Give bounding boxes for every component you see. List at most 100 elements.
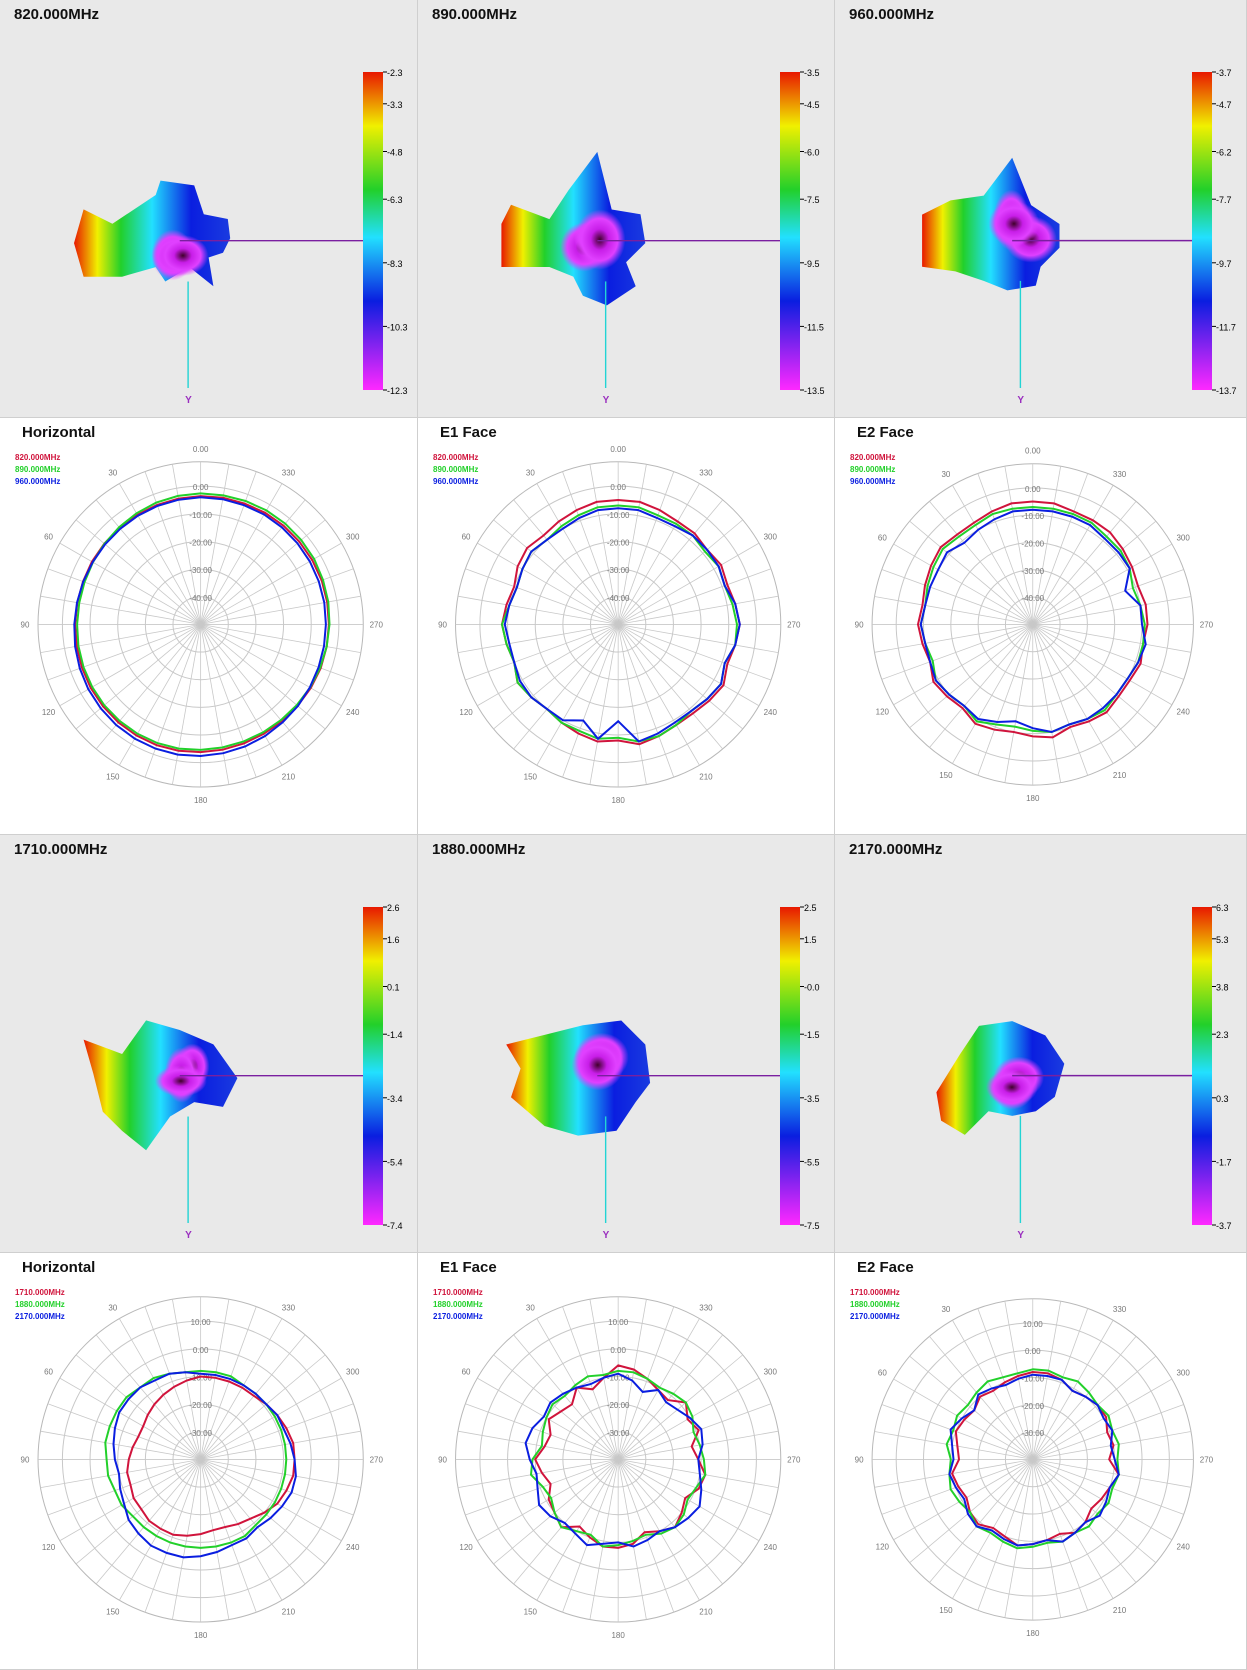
angle-label: 30 (526, 468, 535, 477)
series-trace (948, 1373, 1120, 1547)
ring-label: -30.00 (607, 566, 630, 575)
colorbar-tick-label: -12.3 (387, 386, 408, 396)
ring-label: -20.00 (607, 1401, 630, 1410)
angle-label: 180 (1026, 794, 1040, 803)
angle-label: 330 (282, 468, 296, 477)
pattern-3d-null-region (154, 1065, 207, 1097)
angle-label: 60 (44, 533, 53, 542)
pattern-3d-null-region (571, 1039, 624, 1091)
colorbar-tick-label: -8.3 (387, 259, 403, 269)
polar-plot: 0.00 -10.00 -20.00 -30.00 -40.00 0.00 30 60 90 12… (855, 447, 1214, 803)
ring-label: -10.00 (607, 511, 630, 520)
polar-title: Horizontal (22, 1259, 96, 1276)
colorbar-tick-label: -6.2 (1216, 148, 1232, 158)
angle-label: 120 (42, 1543, 56, 1552)
colorbar-tick-label: 2.5 (804, 903, 817, 913)
polar-title: E1 Face (440, 424, 497, 441)
angle-label: 300 (764, 1368, 778, 1377)
polar-title: E2 Face (857, 1259, 914, 1276)
series-trace (534, 1364, 707, 1549)
angle-label: 270 (787, 620, 801, 629)
pattern-3d-panel: 1880.000MHz Y 2.5 1.5 -0.0 -1.5 -3.5 -5.5 -7.5 (418, 835, 835, 1253)
polar-plot: 10.00 0.00 -10.00 -20.00 -30.00 30 60 90 120 150 1… (855, 1298, 1214, 1638)
colorbar-tick-label: -3.3 (387, 100, 403, 110)
y-axis-label: Y (1017, 395, 1024, 406)
series-trace (112, 1371, 297, 1559)
angle-label: 90 (438, 620, 447, 629)
angle-label: 270 (370, 620, 384, 629)
angle-label: 180 (194, 1631, 208, 1640)
colorbar-tick-label: -3.4 (387, 1094, 403, 1104)
pattern-3d-canvas: Y -3.7 -4.7 -6.2 -7.7 -9.7 -11.7 -13.7 (922, 68, 1237, 406)
colorbar-tick-label: 3.8 (1216, 983, 1229, 993)
legend-entry: 1710.000MHz (850, 1288, 900, 1297)
pattern-3d-null-region (988, 201, 1040, 247)
polar-panel: E1 Face 1710.000MHz 1880.000MHz 2170.000MHz… (418, 1253, 835, 1670)
ring-label: -10.00 (1021, 1374, 1044, 1383)
ring-label: 0.00 (193, 483, 209, 492)
ring-label: -20.00 (1021, 539, 1044, 548)
colorbar-tick-label: -7.4 (387, 1221, 403, 1231)
angle-label: 90 (855, 1455, 864, 1464)
angle-label: 210 (699, 773, 713, 782)
colorbar (363, 72, 383, 390)
colorbar-tick-label: -7.7 (1216, 195, 1232, 205)
ring-label: -20.00 (189, 1401, 212, 1410)
angle-label: 180 (611, 1631, 625, 1640)
legend: 1710.000MHz 1880.000MHz 2170.000MHz (15, 1287, 65, 1323)
ring-label: 10.00 (1023, 1320, 1044, 1329)
angle-label: 90 (855, 620, 864, 629)
angle-label: 150 (524, 1608, 538, 1617)
panel-title: 1880.000MHz (432, 841, 526, 858)
colorbar-tick-label: -5.4 (387, 1157, 403, 1167)
panel-title: 1710.000MHz (14, 841, 108, 858)
pattern-3d-canvas: Y -2.3 -3.3 -4.8 -6.3 -8.3 -10.3 -12.3 (74, 68, 408, 406)
angle-label: 60 (462, 1368, 471, 1377)
ring-label: 0.00 (610, 1346, 626, 1355)
colorbar-tick-label: -1.4 (387, 1030, 403, 1040)
polar-plot: 10.00 0.00 -10.00 -20.00 -30.00 30 60 90 120 150 1… (438, 1296, 801, 1640)
angle-label: 180 (194, 796, 208, 805)
pattern-3d-panel: 960.000MHz Y -3.7 -4.7 -6.2 -7.7 -9.7 -11.7 -13.… (835, 0, 1247, 418)
series-trace (104, 1369, 288, 1549)
ring-label: 0.00 (1025, 485, 1041, 494)
series-trace (529, 1369, 707, 1548)
colorbar-tick-label: -4.8 (387, 148, 403, 158)
angle-label: 0.00 (193, 445, 209, 454)
colorbar-tick-label: -9.5 (804, 259, 820, 269)
ring-label: -30.00 (1021, 1429, 1044, 1438)
colorbar-tick-label: 5.3 (1216, 935, 1229, 945)
angle-label: 240 (346, 1543, 360, 1552)
legend-entry: 2170.000MHz (15, 1312, 65, 1321)
series-trace (945, 1368, 1120, 1550)
ring-label: -20.00 (1021, 1402, 1044, 1411)
angle-label: 120 (42, 708, 56, 717)
colorbar (363, 907, 383, 1225)
angle-label: 210 (1113, 1606, 1127, 1615)
legend: 820.000MHz 890.000MHz 960.000MHz (15, 452, 60, 488)
colorbar-tick-label: -1.7 (1216, 1157, 1232, 1167)
legend-entry: 820.000MHz (433, 453, 479, 462)
legend: 1710.000MHz 1880.000MHz 2170.000MHz (850, 1287, 900, 1323)
pattern-3d-null-region (574, 209, 626, 270)
pattern-3d-panel: 2170.000MHz Y 6.3 5.3 3.8 2.3 0.3 -1.7 -3.7 (835, 835, 1247, 1253)
colorbar-tick-label: -1.5 (804, 1030, 820, 1040)
angle-label: 240 (1176, 707, 1190, 716)
polar-plot: 10.00 0.00 -10.00 -20.00 -30.00 30 60 90 120 150 1… (21, 1296, 384, 1640)
colorbar-tick-label: -13.7 (1216, 386, 1237, 396)
angle-label: 270 (370, 1455, 384, 1464)
colorbar-tick-label: -3.5 (804, 1094, 820, 1104)
ring-label: -30.00 (607, 1429, 630, 1438)
panel-title: 960.000MHz (849, 6, 935, 23)
panel-title: 2170.000MHz (849, 841, 943, 858)
series-trace (916, 500, 1149, 739)
pattern-3d-panel: 1710.000MHz Y 2.6 1.6 0.1 -1.4 -3.4 -5.4 -7.4 (0, 835, 418, 1253)
angle-label: 90 (21, 620, 30, 629)
colorbar-tick-label: -2.3 (387, 68, 403, 78)
angle-label: 240 (346, 708, 360, 717)
angle-label: 60 (44, 1368, 53, 1377)
colorbar-tick-label: -5.5 (804, 1157, 820, 1167)
colorbar-tick-label: -7.5 (804, 195, 820, 205)
polar-plot: 0.00 -10.00 -20.00 -30.00 -40.00 0.00 30 60 90 12… (438, 445, 801, 805)
colorbar-tick-label: -10.3 (387, 322, 408, 332)
